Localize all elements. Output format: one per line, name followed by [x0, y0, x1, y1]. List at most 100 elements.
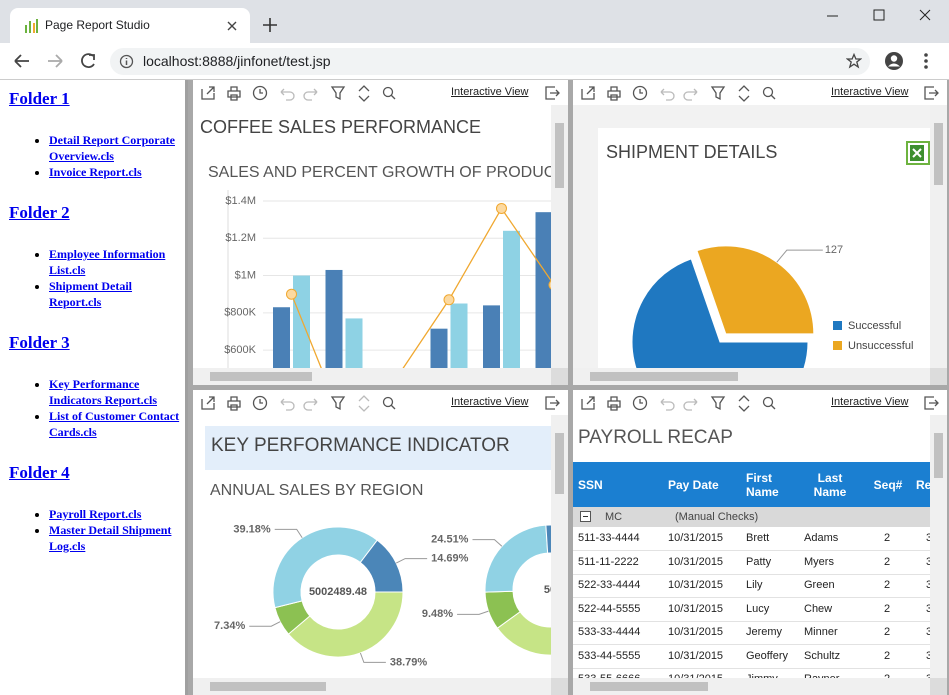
toolbar-icon[interactable] [762, 86, 774, 98]
toolbar-icon[interactable] [358, 85, 370, 102]
scroll-thumb[interactable] [934, 123, 943, 185]
folder-heading: Folder 1 [9, 88, 185, 110]
toolbar-icon[interactable] [660, 88, 675, 101]
toolbar-icon[interactable] [710, 396, 726, 411]
toolbar-icon[interactable] [762, 396, 774, 408]
bookmark-star[interactable] [846, 53, 862, 69]
toolbar-icon[interactable] [639, 399, 643, 404]
toolbar-icon[interactable] [382, 86, 394, 98]
column-header-text: Re [916, 478, 930, 492]
toolbar-icon[interactable] [280, 88, 295, 101]
toolbar-icon[interactable] [252, 395, 268, 411]
report-link[interactable]: Detail Report Corporate Overview.cls [49, 133, 175, 163]
report-link[interactable]: Invoice Report.cls [49, 165, 142, 179]
toolbar-icon[interactable] [607, 86, 621, 101]
report-item: Invoice Report.cls [49, 164, 181, 180]
export-icon[interactable] [542, 390, 562, 415]
report-link[interactable]: List of Customer Contact Cards.cls [49, 409, 180, 439]
folder-link[interactable]: Folder 2 [9, 203, 70, 222]
collapse-toggle[interactable] [580, 511, 591, 522]
vertical-scrollbar[interactable] [551, 415, 568, 678]
new-tab[interactable] [262, 17, 278, 33]
toolbar-icon[interactable] [201, 396, 215, 410]
window-controls[interactable] [820, 6, 940, 26]
toolbar-icon[interactable] [280, 398, 295, 411]
toolbar-icon[interactable] [303, 398, 318, 411]
toolbar-icons[interactable] [193, 390, 403, 415]
toolbar-icon[interactable] [683, 398, 698, 411]
report-link[interactable]: Employee Information List.cls [49, 247, 166, 277]
report-link[interactable]: Shipment Detail Report.cls [49, 279, 133, 309]
chart-title: SHIPMENT DETAILS [606, 142, 777, 162]
toolbar-icon[interactable] [252, 85, 268, 101]
toolbar-icon[interactable] [639, 89, 643, 94]
toolbar-icon[interactable] [607, 396, 621, 411]
scroll-thumb[interactable] [590, 372, 738, 381]
vertical-scrollbar[interactable] [930, 415, 947, 678]
toolbar-icon[interactable] [738, 395, 750, 412]
toolbar-icon[interactable] [227, 86, 241, 101]
folder-link[interactable]: Folder 1 [9, 89, 70, 108]
vertical-scrollbar[interactable] [930, 105, 947, 368]
toolbar-icon[interactable] [632, 395, 648, 411]
horizontal-scrollbar[interactable] [573, 368, 930, 385]
interactive-view-link[interactable]: Interactive View [831, 396, 909, 408]
export-icon[interactable] [921, 80, 941, 105]
horizontal-scrollbar[interactable] [573, 678, 930, 695]
interactive-view-link[interactable]: Interactive View [451, 86, 529, 98]
toolbar-icon[interactable] [330, 396, 346, 411]
toolbar-icon[interactable] [358, 395, 370, 412]
toolbar-icon[interactable] [259, 89, 263, 94]
toolbar-icon[interactable] [710, 86, 726, 101]
toolbar-icon[interactable] [770, 94, 776, 100]
toolbar-icons[interactable] [573, 390, 783, 415]
export-icon[interactable] [542, 80, 562, 105]
scroll-thumb[interactable] [934, 433, 943, 478]
folder-link[interactable]: Folder 3 [9, 333, 70, 352]
interactive-view-link[interactable]: Interactive View [451, 396, 529, 408]
toolbar-icons[interactable] [573, 80, 783, 105]
toolbar-icon[interactable] [390, 404, 396, 410]
tab[interactable]: Page Report Studio [10, 8, 250, 43]
scroll-thumb[interactable] [555, 433, 564, 494]
scroll-thumb[interactable] [210, 682, 326, 691]
toolbar-icon[interactable] [581, 86, 595, 100]
folder-link[interactable]: Folder 4 [9, 463, 70, 482]
export-icon[interactable] [921, 390, 941, 415]
interactive-view-link[interactable]: Interactive View [831, 86, 909, 98]
scroll-thumb[interactable] [590, 682, 708, 691]
toolbar-icon[interactable] [303, 88, 318, 101]
report-link[interactable]: Payroll Report.cls [49, 507, 142, 521]
close-tab[interactable] [226, 20, 238, 32]
toolbar-icon[interactable] [382, 396, 394, 408]
leader-line [274, 528, 303, 539]
toolbar-icon[interactable] [581, 396, 595, 410]
report-panel: Interactive View PAYROLL RECAP SSN Pay Date… [573, 390, 947, 695]
nav-buttons[interactable] [12, 51, 102, 71]
toolbar-icon[interactable] [770, 404, 776, 410]
toolbar-icon[interactable] [390, 94, 396, 100]
leader-line [472, 539, 503, 547]
toolbar-icons[interactable] [193, 80, 403, 105]
table-cell: Jimmy [746, 673, 778, 678]
toolbar-icon[interactable] [201, 86, 215, 100]
toolbar-icon[interactable] [259, 399, 263, 404]
report-link[interactable]: Key Performance Indicators Report.cls [49, 377, 157, 407]
scroll-thumb[interactable] [210, 372, 312, 381]
toolbar-icon[interactable] [632, 85, 648, 101]
table-cell: Patty [746, 555, 772, 568]
vertical-scrollbar[interactable] [551, 105, 568, 368]
profile-menu[interactable] [884, 51, 936, 71]
toolbar-icon[interactable] [683, 88, 698, 101]
toolbar-icon[interactable] [738, 85, 750, 102]
omnibox[interactable]: localhost:8888/jinfonet/test.jsp [110, 48, 870, 75]
excel-icon[interactable] [906, 141, 930, 165]
toolbar-icon[interactable] [330, 86, 346, 101]
scroll-thumb[interactable] [555, 123, 564, 188]
table-cell: 2 [884, 579, 891, 591]
toolbar-icon[interactable] [660, 398, 675, 411]
horizontal-scrollbar[interactable] [193, 678, 551, 695]
toolbar-icon[interactable] [227, 396, 241, 411]
horizontal-scrollbar[interactable] [193, 368, 551, 385]
report-link[interactable]: Master Detail Shipment Log.cls [49, 523, 172, 553]
